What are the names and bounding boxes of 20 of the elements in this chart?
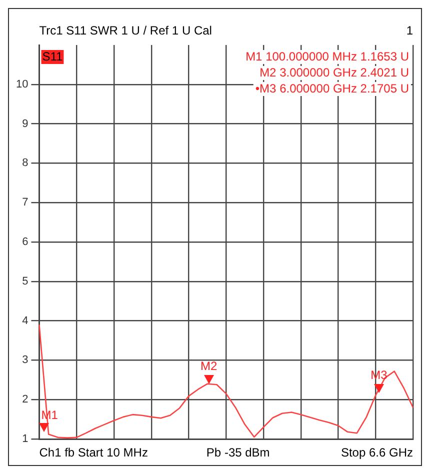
annotation: M2 [200,359,218,374]
y-tick-label: 7 [22,196,28,209]
annotation: M2 3.000000 GHz 2.4021 U [260,65,409,80]
y-tick-label: 10 [16,78,28,90]
text: Ch1 fb Start 10 MHz [39,445,148,460]
y-tick-label: 4 [22,314,28,327]
chart-title: Trc1 S11 SWR 1 U / Ref 1 U Cal [39,23,212,38]
text: Stop 6.6 GHz [340,445,413,460]
y-tick-label: 1 [22,433,28,446]
y-tick-label: 5 [22,275,28,288]
text: Pb -35 dBm [206,445,270,460]
y-tick-label: 3 [22,354,28,366]
annotation: •M3 6.000000 GHz 2.1705 U [255,81,409,96]
y-tick-label: 2 [22,394,28,406]
y-tick-label: 9 [22,118,28,130]
chart-subtitle: 1 [406,23,414,38]
y-tick-label: 8 [22,157,28,170]
y-tick-label: 6 [22,236,28,248]
annotation: M1 100.000000 MHz 1.1653 U [246,49,409,64]
annotation: S11 [42,49,64,64]
